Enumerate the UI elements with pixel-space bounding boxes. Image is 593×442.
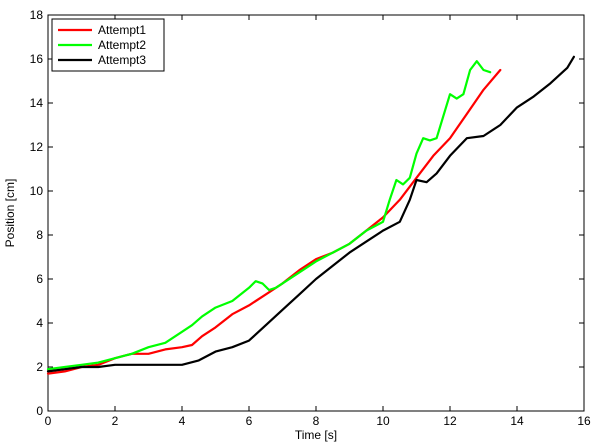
x-tick-label: 10 xyxy=(376,414,390,428)
y-tick-label: 12 xyxy=(30,140,44,154)
x-tick-label: 8 xyxy=(313,414,320,428)
y-tick-label: 8 xyxy=(36,228,43,242)
x-tick-label: 14 xyxy=(510,414,524,428)
y-tick-label: 4 xyxy=(36,316,43,330)
y-tick-label: 10 xyxy=(30,184,44,198)
y-tick-label: 2 xyxy=(36,360,43,374)
x-tick-label: 12 xyxy=(443,414,457,428)
x-tick-label: 2 xyxy=(112,414,119,428)
x-tick-label: 4 xyxy=(179,414,186,428)
y-axis-label: Position [cm] xyxy=(3,179,17,248)
y-tick-label: 16 xyxy=(30,52,44,66)
x-tick-label: 16 xyxy=(577,414,591,428)
x-axis-label: Time [s] xyxy=(295,428,337,442)
y-tick-label: 14 xyxy=(30,96,44,110)
legend-label-attempt2: Attempt2 xyxy=(98,38,146,52)
x-tick-label: 6 xyxy=(246,414,253,428)
legend-label-attempt3: Attempt3 xyxy=(98,53,146,67)
y-tick-label: 6 xyxy=(36,272,43,286)
x-tick-label: 0 xyxy=(45,414,52,428)
y-tick-label: 18 xyxy=(30,8,44,22)
y-tick-label: 0 xyxy=(36,404,43,418)
legend-label-attempt1: Attempt1 xyxy=(98,23,146,37)
